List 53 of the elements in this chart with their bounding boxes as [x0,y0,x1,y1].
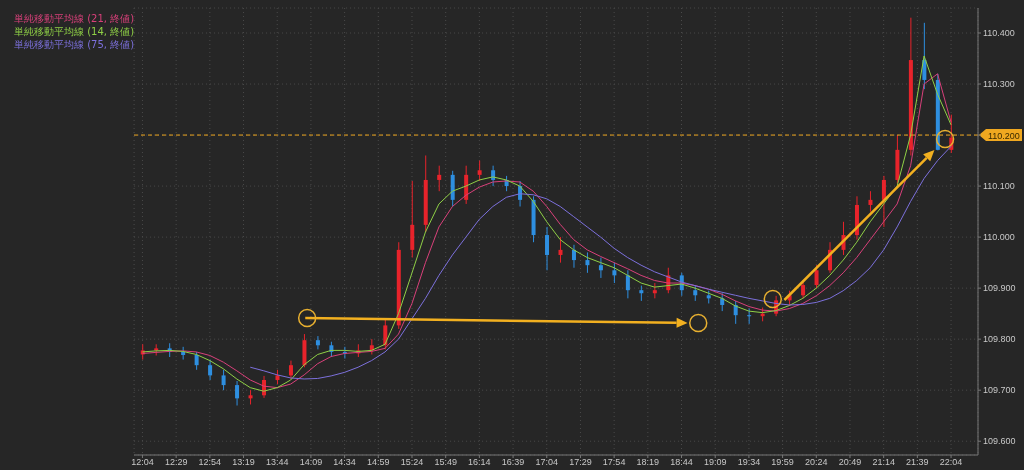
y-tick-label: 110.100 [983,181,1015,192]
candlestick [221,369,226,391]
candlestick [585,251,590,274]
candlestick [477,160,482,182]
x-tick-label: 19:09 [703,457,727,468]
y-tick-label: 110.400 [983,28,1015,39]
x-tick-label: 12:54 [198,457,222,468]
y-tick-label: 109.900 [983,283,1016,294]
candlestick [558,236,563,264]
x-tick-label: 15:49 [434,457,457,468]
x-tick-label: 20:49 [838,457,862,468]
candlestick [598,257,603,279]
candlestick [868,190,873,213]
x-tick-label: 20:24 [805,457,828,468]
x-tick-label: 18:19 [636,457,660,468]
candlestick [612,262,617,284]
text: 単純移動平均線 (75, 終値) [14,38,135,51]
y-tick-label: 109.800 [983,334,1016,345]
x-tick-label: 15:24 [400,457,424,468]
x-tick-label: 21:14 [872,457,895,468]
candlestick [545,226,550,271]
candlestick [437,165,442,192]
x-tick-label: 21:39 [906,457,929,468]
y-tick-label: 109.700 [983,385,1016,396]
x-tick-label: 22:04 [939,457,963,468]
x-tick-label: 12:04 [131,457,154,468]
candlestick [208,359,213,381]
candlestick [571,244,576,269]
x-tick-label: 14:59 [367,457,390,468]
y-tick-label: 109.600 [983,436,1016,447]
text: 単純移動平均線 (21, 終値) [14,12,135,25]
candlestick [625,269,630,299]
ref-line-label: 110.200 [988,130,1020,141]
x-tick-label: 19:34 [737,457,761,468]
candlestick [235,380,240,406]
x-tick-label: 18:44 [670,457,693,468]
x-tick-label: 13:44 [265,457,289,468]
x-tick-label: 19:59 [771,457,794,468]
text: 単純移動平均線 (14, 終値) [14,25,135,38]
x-tick-label: 16:39 [501,457,525,468]
x-tick-label: 17:29 [569,457,592,468]
y-tick-label: 110.000 [983,232,1015,243]
candlestick [315,335,320,350]
candlestick [881,175,886,228]
x-tick-label: 17:54 [602,457,626,468]
x-tick-label: 14:34 [333,457,356,468]
x-tick-label: 16:14 [468,457,491,468]
candlestick [288,360,293,380]
y-tick-label: 110.300 [983,79,1015,90]
x-tick-label: 13:19 [232,457,255,468]
x-tick-label: 17:04 [535,457,559,468]
x-tick-label: 12:29 [164,457,188,468]
x-tick-label: 14:09 [299,457,323,468]
